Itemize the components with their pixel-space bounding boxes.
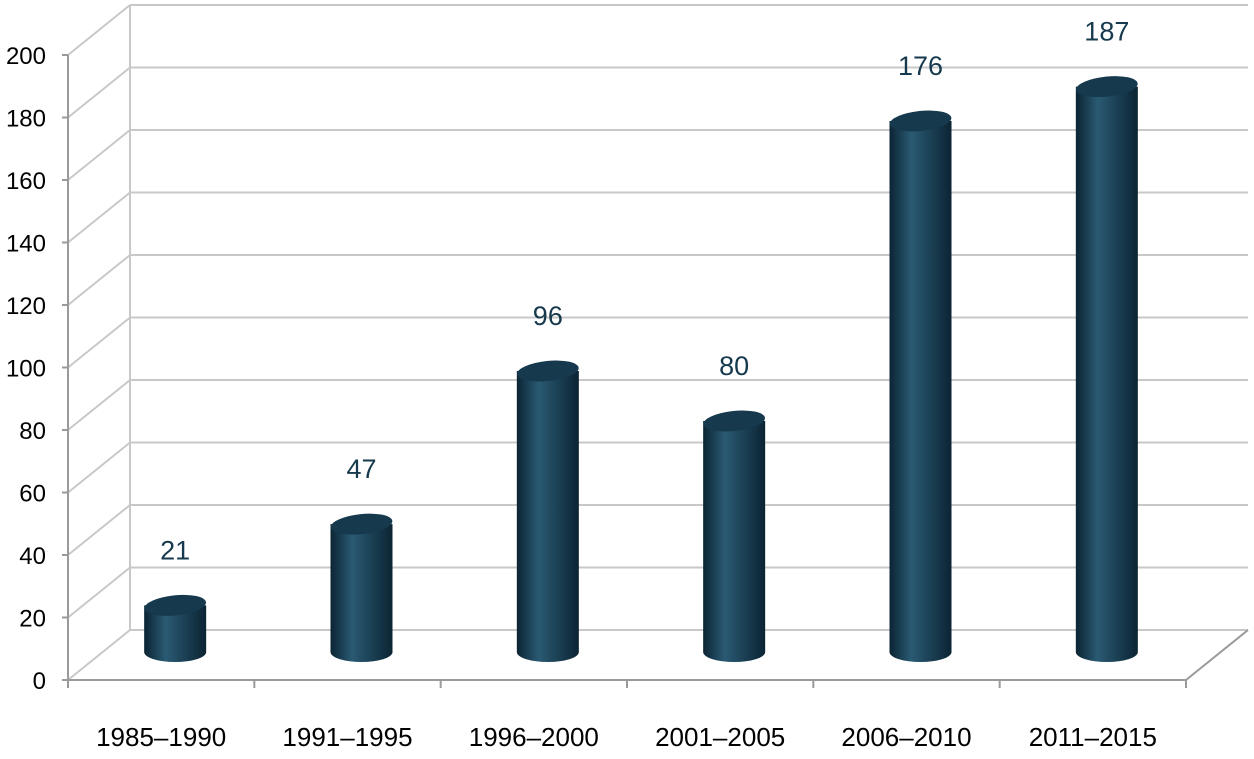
y-tick-labels: 0 20 40 60 80 100 120 140 160 180 200 (6, 43, 46, 695)
grid-depth-line-180 (67, 66, 131, 119)
grid-depth-line-120 (67, 254, 131, 306)
bar-2011–2015 (1075, 76, 1138, 663)
bar-body (889, 121, 952, 663)
x-tick-label: 2001–2005 (655, 722, 785, 752)
bar-top-cap (1075, 76, 1138, 98)
x-tick-label: 1985–1990 (96, 722, 226, 752)
floor-right-edge (1185, 629, 1249, 681)
grid-lines (67, 4, 1248, 681)
bar-top-cap (703, 410, 766, 432)
x-tick-label: 2011–2015 (1029, 722, 1157, 752)
x-tick-labels: 1985–1990 1991–1995 1996–2000 2001–2005 2006… (96, 722, 1157, 752)
bar-top-cap (516, 360, 579, 382)
bar-1996–2000 (516, 360, 579, 663)
y-tick-label: 60 (19, 481, 46, 508)
grid-depth-line-80 (67, 379, 131, 431)
bar-body (516, 371, 579, 663)
data-label: 187 (1084, 17, 1129, 47)
y-tick-label: 200 (6, 43, 46, 70)
bar-1991–1995 (330, 513, 393, 663)
bar-body (1075, 86, 1138, 663)
bar-top-cap (144, 594, 207, 616)
data-label: 80 (719, 351, 749, 381)
bar-body (703, 421, 766, 663)
y-tick-label: 140 (6, 231, 46, 258)
grid-depth-line-0 (67, 629, 131, 681)
grid-depth-line-60 (67, 441, 131, 494)
grid-depth-line-200 (67, 4, 131, 56)
y-tick-label: 20 (19, 606, 46, 633)
bar-top-cap (889, 110, 952, 132)
data-label: 96 (533, 301, 563, 331)
bar-body (330, 524, 393, 663)
bar-top-cap (330, 513, 393, 535)
y-tick-label: 80 (19, 418, 46, 445)
x-tick-label: 2006–2010 (841, 722, 971, 752)
y-tick-label: 100 (6, 356, 46, 383)
bars (144, 76, 1138, 663)
grid-depth-line-140 (67, 191, 131, 244)
grid-depth-line-100 (67, 316, 131, 369)
y-tick-label: 40 (19, 543, 46, 570)
data-labels: 21 47 96 80 176 187 (160, 17, 1129, 566)
grid-depth-line-40 (67, 504, 131, 556)
y-tick-label: 120 (6, 293, 46, 320)
y-tick-label: 180 (6, 106, 46, 133)
data-label: 47 (346, 454, 376, 484)
data-label: 176 (898, 51, 943, 81)
axes (62, 54, 1249, 688)
grid-depth-line-160 (67, 129, 131, 181)
y-tick-label: 160 (6, 168, 46, 195)
x-tick-label: 1996–2000 (469, 722, 599, 752)
y-tick-label: 0 (33, 668, 46, 695)
x-tick-label: 1991–1995 (282, 722, 412, 752)
grid-depth-line-20 (67, 566, 131, 619)
bar-1985–1990 (144, 594, 207, 663)
data-label: 21 (160, 535, 190, 565)
bar-2001–2005 (703, 410, 766, 663)
bar-body (144, 605, 207, 663)
bar-2006–2010 (889, 110, 952, 663)
